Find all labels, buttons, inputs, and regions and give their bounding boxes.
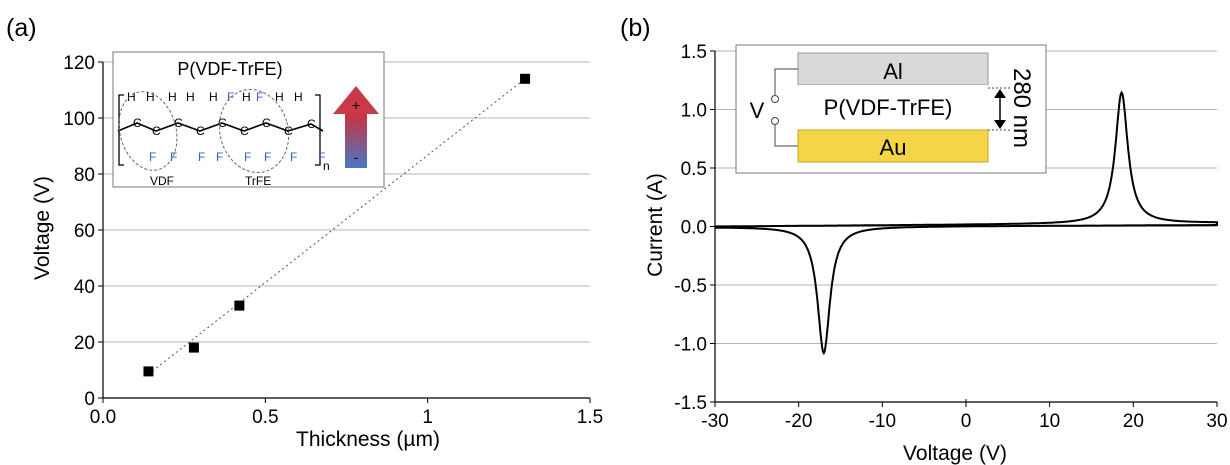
panel-a-data-point [189,343,199,353]
hydrogen-atom: H [209,90,218,104]
panel-b-x-tick-label: 30 [1206,411,1227,432]
panel-b-x-tick-label: 0 [961,411,972,432]
panel-b-label: (b) [620,14,651,42]
trfe-label: TrFE [245,174,271,188]
carbon-atom: C [133,116,142,130]
carbon-atom: C [284,124,293,138]
panel-b-x-tick-label: 10 [1039,411,1060,432]
panel-a-data-point [234,301,244,311]
hydrogen-atom: H [186,90,195,104]
thickness-label: 280 nm [1008,68,1035,148]
fluorine-atom: F [149,150,156,164]
panel-a-y-tick-label: 40 [74,277,95,298]
carbon-atom: C [152,124,161,138]
inset-a-title: P(VDF-TrFE) [177,59,282,79]
panel-a-x-tick-label: 0.5 [252,407,278,428]
panel-a-y-tick-label: 20 [74,333,95,354]
panel-a-x-axis-label: Thickness (µm) [296,428,440,451]
panel-b-y-axis-label: Current (A) [644,173,667,277]
fluorine-atom: F [216,150,223,164]
panel-b-y-ticks: -1.5-1.0-0.50.00.51.01.5 [674,42,715,414]
panel-b-y-tick-label: 0.5 [681,159,707,180]
terminal-bottom [772,118,779,125]
carbon-atom: C [196,124,205,138]
panel-a-x-tick-label: 1 [422,407,433,428]
panel-b-inset: Al P(VDF-TrFE) Au V 280 nm [736,45,1046,173]
fluorine-atom: F [264,150,271,164]
fluorine-atom: F [256,90,263,104]
panel-b-x-tick-label: 20 [1123,411,1144,432]
arrow-minus-sign: - [354,149,359,165]
panel-a-y-axis-label: Voltage (V) [31,176,54,280]
fluorine-atom: F [198,150,205,164]
panel-a-y-tick-label: 100 [63,109,95,130]
fluorine-atom: F [290,150,297,164]
fluorine-atom: F [318,150,325,164]
hydrogen-atom: H [127,90,136,104]
panel-b: (b) -1.5-1.0-0.50.00.51.01.5 -30 -20 -10 0 1… [620,14,1228,465]
panel-b-y-tick-label: 0.0 [681,218,707,239]
vdf-label: VDF [150,174,174,188]
panel-b-y-tick-label: 1.5 [681,42,707,63]
carbon-atom: C [307,117,316,131]
panel-a-label: (a) [6,14,37,42]
panel-a-y-tick-label: 80 [74,165,95,186]
carbon-atom: C [262,116,271,130]
hydrogen-atom: H [294,90,303,104]
panel-b-x-ticks: -30 -20 -10 0 10 20 30 [701,402,1227,432]
panel-b-y-tick-label: -1.0 [674,335,707,356]
voltage-source-label: V [750,98,765,123]
panel-a-y-tick-label: 60 [74,221,95,242]
terminal-top [772,96,779,103]
panel-a-y-tick-label: 120 [63,53,95,74]
pvdf-layer-label: P(VDF-TrFE) [824,95,953,120]
hydrogen-atom: H [168,90,177,104]
al-layer-label: Al [883,59,903,84]
panel-b-x-axis-label: Voltage (V) [903,442,1007,465]
panel-a-data-point [520,74,530,84]
panel-b-x-tick-label: -30 [701,411,728,432]
fluorine-atom: F [170,150,177,164]
carbon-atom: C [240,124,249,138]
au-layer-label: Au [880,135,907,160]
panel-b-x-tick-label: -10 [869,411,896,432]
arrow-plus-sign: + [352,97,360,113]
panel-a-data-point [143,366,153,376]
hydrogen-atom: H [242,90,251,104]
panel-a-x-ticks: 0.0 0.5 1 1.5 [90,398,603,428]
panel-b-y-tick-label: -0.5 [674,276,707,297]
carbon-atom: C [174,116,183,130]
panel-b-x-tick-label: -20 [785,411,812,432]
panel-b-y-tick-label: 1.0 [681,101,707,122]
fluorine-atom: F [244,150,251,164]
panel-a-x-tick-label: 0.0 [90,407,116,428]
panel-a-x-tick-label: 1.5 [577,407,603,428]
